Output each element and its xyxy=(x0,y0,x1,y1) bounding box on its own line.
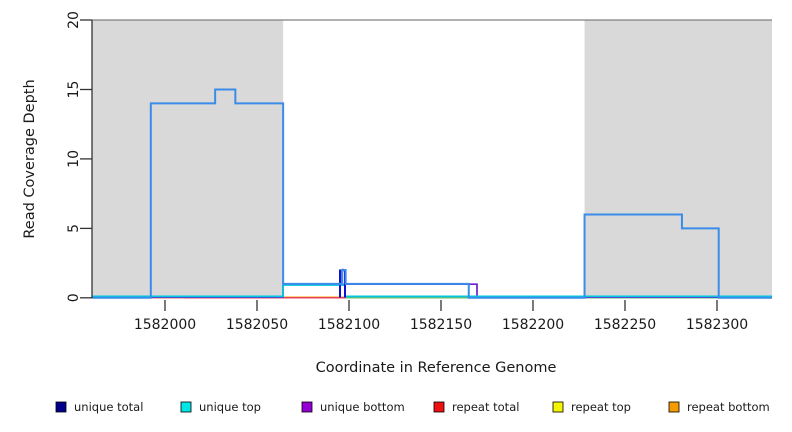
legend: unique total unique top unique bottom re… xyxy=(55,400,770,414)
x-tick-label-1582200: 1582200 xyxy=(502,317,564,333)
legend-label-repeat-total: repeat total xyxy=(452,400,519,414)
coverage-depth-outline xyxy=(92,88,772,299)
x-tick-label-1582050: 1582050 xyxy=(226,317,288,333)
x-axis-title: Coordinate in Reference Genome xyxy=(316,360,557,376)
x-axis: 1582000 1582050 1582100 1582150 1582200 … xyxy=(134,300,748,376)
legend-swatch-repeat-bottom xyxy=(668,401,680,413)
legend-item-repeat-bottom[interactable]: repeat bottom xyxy=(668,400,770,414)
legend-swatch-repeat-top xyxy=(552,401,564,413)
legend-item-repeat-top[interactable]: repeat top xyxy=(552,400,631,414)
x-tick-label-1582300: 1582300 xyxy=(686,317,748,333)
repeat-region-left-shading xyxy=(92,20,284,298)
series-unique-top xyxy=(92,284,772,298)
legend-label-repeat-top: repeat top xyxy=(571,400,631,414)
x-tick-label-1582250: 1582250 xyxy=(594,317,656,333)
shaded-regions xyxy=(92,20,772,298)
y-tick-label-5: 5 xyxy=(66,224,82,233)
y-axis: 20 15 10 5 0 Read Coverage Depth xyxy=(22,11,93,302)
legend-label-unique-bottom: unique bottom xyxy=(320,400,405,414)
y-tick-label-20: 20 xyxy=(66,11,82,29)
x-tick-label-1582150: 1582150 xyxy=(410,317,472,333)
legend-label-repeat-bottom: repeat bottom xyxy=(687,400,770,414)
legend-swatch-unique-top xyxy=(180,401,192,413)
legend-swatch-repeat-total xyxy=(433,401,445,413)
x-tick-label-1582100: 1582100 xyxy=(318,317,380,333)
legend-item-repeat-total[interactable]: repeat total xyxy=(433,400,519,414)
legend-label-unique-total: unique total xyxy=(74,400,143,414)
legend-swatch-unique-bottom xyxy=(301,401,313,413)
repeat-region-right-shading xyxy=(584,20,772,298)
y-tick-label-0: 0 xyxy=(66,293,82,302)
legend-item-unique-total[interactable]: unique total xyxy=(55,400,143,414)
legend-item-unique-top[interactable]: unique top xyxy=(180,400,261,414)
x-tick-label-1582000: 1582000 xyxy=(134,317,196,333)
y-axis-title: Read Coverage Depth xyxy=(22,79,38,238)
legend-swatch-unique-total xyxy=(55,401,67,413)
legend-label-unique-top: unique top xyxy=(199,400,261,414)
y-tick-label-15: 15 xyxy=(66,81,82,99)
y-tick-label-10: 10 xyxy=(66,150,82,168)
legend-item-unique-bottom[interactable]: unique bottom xyxy=(301,400,405,414)
